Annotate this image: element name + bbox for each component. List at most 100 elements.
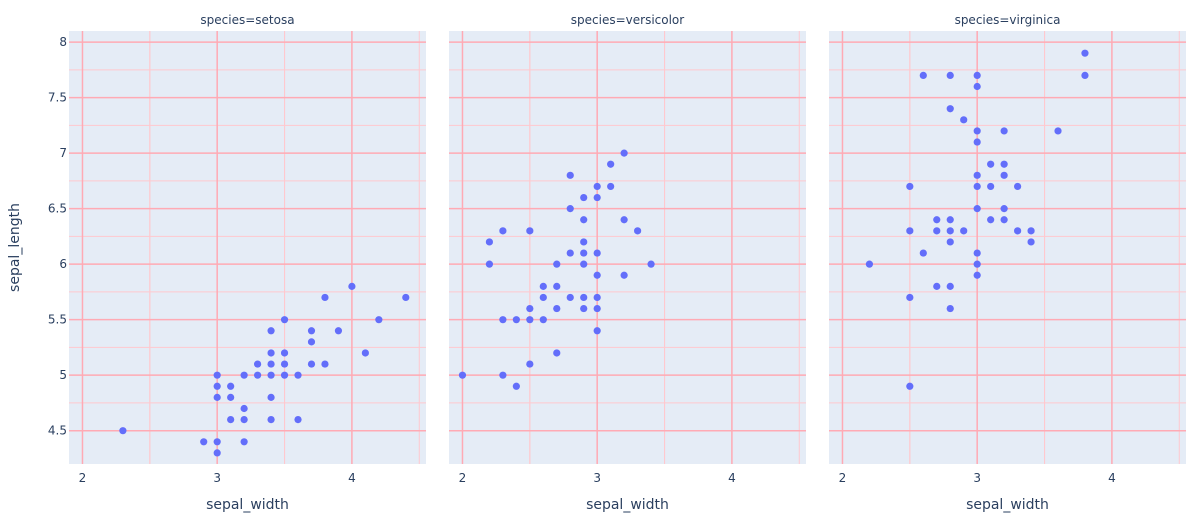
data-point[interactable] — [566, 205, 574, 213]
data-point[interactable] — [593, 327, 601, 335]
data-point[interactable] — [919, 71, 927, 80]
data-point[interactable] — [553, 304, 561, 313]
data-point[interactable] — [499, 227, 507, 235]
data-point[interactable] — [1000, 205, 1008, 213]
data-point[interactable] — [906, 382, 914, 390]
data-point[interactable] — [213, 382, 221, 390]
data-point[interactable] — [620, 149, 628, 157]
data-point[interactable] — [607, 160, 615, 168]
data-point[interactable] — [1000, 160, 1008, 168]
data-point[interactable] — [973, 171, 981, 179]
data-point[interactable] — [960, 227, 968, 235]
data-point[interactable] — [647, 260, 655, 268]
data-point[interactable] — [499, 371, 507, 379]
data-point[interactable] — [634, 227, 642, 235]
data-point[interactable] — [294, 371, 302, 379]
data-point[interactable] — [227, 415, 235, 424]
data-point[interactable] — [348, 282, 356, 290]
data-point[interactable] — [526, 227, 534, 235]
data-point[interactable] — [1081, 71, 1089, 80]
data-point[interactable] — [933, 227, 941, 235]
data-point[interactable] — [254, 360, 262, 368]
data-point[interactable] — [227, 393, 235, 401]
data-point[interactable] — [580, 293, 588, 302]
data-point[interactable] — [973, 205, 981, 213]
data-point[interactable] — [213, 438, 221, 446]
data-point[interactable] — [1014, 227, 1022, 235]
data-point[interactable] — [906, 227, 914, 235]
data-point[interactable] — [321, 293, 329, 302]
data-point[interactable] — [593, 193, 601, 202]
data-point[interactable] — [987, 182, 995, 191]
data-point[interactable] — [361, 349, 369, 357]
data-point[interactable] — [539, 293, 547, 302]
data-point[interactable] — [1014, 182, 1022, 191]
data-point[interactable] — [1000, 127, 1008, 135]
data-point[interactable] — [580, 304, 588, 313]
data-point[interactable] — [526, 304, 534, 313]
data-point[interactable] — [307, 327, 316, 335]
data-point[interactable] — [267, 349, 275, 357]
data-point[interactable] — [946, 105, 954, 113]
data-point[interactable] — [906, 182, 914, 191]
data-point[interactable] — [607, 182, 615, 191]
data-point[interactable] — [280, 371, 289, 379]
data-point[interactable] — [280, 316, 289, 324]
data-point[interactable] — [593, 293, 601, 302]
data-point[interactable] — [946, 216, 954, 224]
data-point[interactable] — [1027, 238, 1035, 246]
data-point[interactable] — [267, 327, 275, 335]
data-point[interactable] — [973, 82, 981, 91]
data-point[interactable] — [946, 227, 954, 235]
data-point[interactable] — [485, 238, 494, 246]
data-point[interactable] — [593, 304, 601, 313]
data-point[interactable] — [553, 282, 561, 290]
data-point[interactable] — [267, 360, 275, 368]
data-point[interactable] — [946, 282, 954, 290]
data-point[interactable] — [280, 349, 289, 357]
data-point[interactable] — [213, 393, 221, 401]
data-point[interactable] — [213, 371, 221, 379]
data-point[interactable] — [375, 316, 383, 324]
data-point[interactable] — [539, 282, 547, 290]
data-point[interactable] — [512, 382, 520, 390]
data-point[interactable] — [402, 293, 410, 302]
data-point[interactable] — [553, 260, 561, 268]
data-point[interactable] — [1000, 216, 1008, 224]
data-point[interactable] — [973, 182, 981, 191]
data-point[interactable] — [946, 238, 954, 246]
data-point[interactable] — [334, 327, 343, 335]
data-point[interactable] — [973, 260, 981, 268]
data-point[interactable] — [1081, 49, 1089, 57]
data-point[interactable] — [580, 249, 588, 257]
data-point[interactable] — [307, 338, 316, 346]
data-point[interactable] — [1054, 127, 1062, 135]
data-point[interactable] — [254, 371, 262, 379]
data-point[interactable] — [566, 249, 574, 257]
data-point[interactable] — [933, 282, 941, 290]
data-point[interactable] — [960, 116, 968, 124]
data-point[interactable] — [280, 360, 289, 368]
data-point[interactable] — [566, 171, 574, 179]
data-point[interactable] — [267, 393, 275, 401]
data-point[interactable] — [946, 71, 954, 80]
data-point[interactable] — [553, 349, 561, 357]
data-point[interactable] — [973, 249, 981, 257]
data-point[interactable] — [321, 360, 329, 368]
data-point[interactable] — [987, 216, 995, 224]
data-point[interactable] — [200, 438, 208, 446]
data-point[interactable] — [119, 427, 127, 435]
data-point[interactable] — [906, 293, 914, 302]
data-point[interactable] — [227, 382, 235, 390]
data-point[interactable] — [593, 271, 601, 279]
data-point[interactable] — [566, 293, 574, 302]
data-point[interactable] — [526, 360, 534, 368]
data-point[interactable] — [294, 415, 302, 424]
data-point[interactable] — [593, 249, 601, 257]
data-point[interactable] — [539, 316, 547, 324]
data-point[interactable] — [580, 216, 588, 224]
data-point[interactable] — [458, 371, 467, 379]
data-point[interactable] — [620, 216, 628, 224]
data-point[interactable] — [580, 193, 588, 202]
data-point[interactable] — [1000, 171, 1008, 179]
